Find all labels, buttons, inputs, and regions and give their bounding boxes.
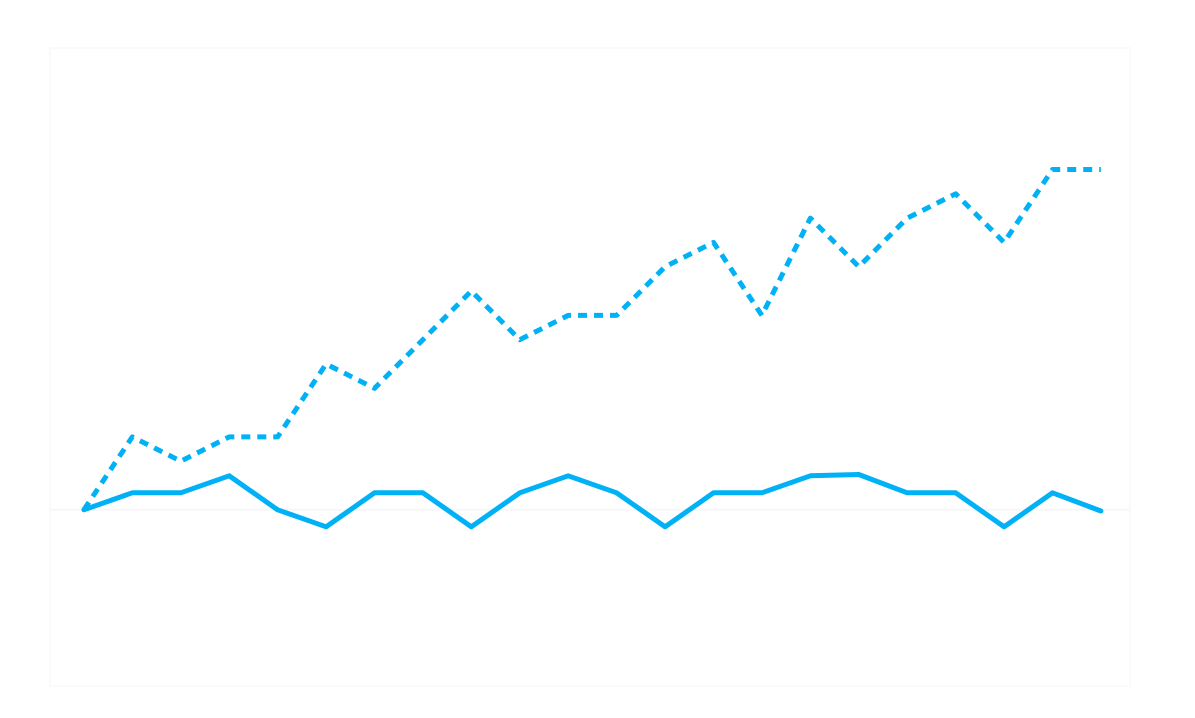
plot-area <box>49 47 1131 687</box>
series-line-solid <box>81 472 1104 530</box>
